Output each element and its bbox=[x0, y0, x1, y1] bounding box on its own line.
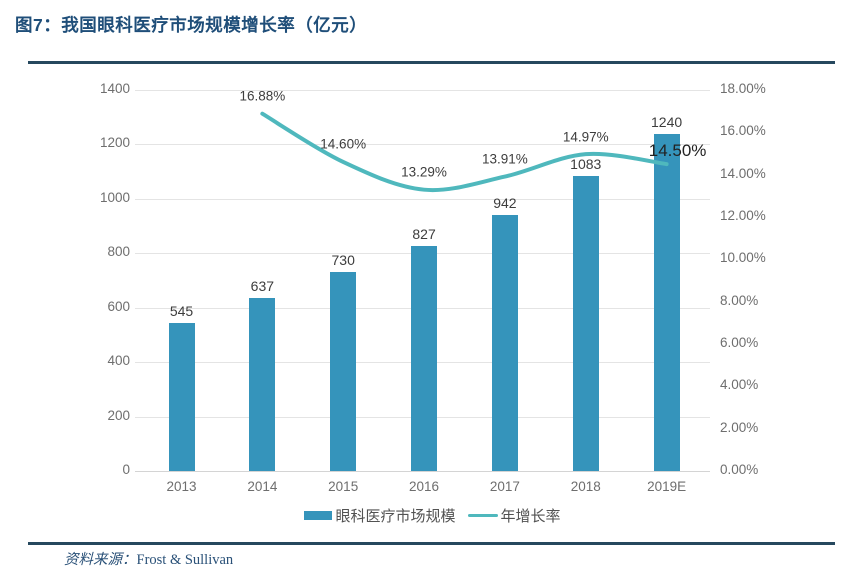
y-axis-tick-right: 4.00% bbox=[720, 377, 759, 393]
y-axis-tick-right: 16.00% bbox=[720, 123, 766, 139]
y-axis-tick-right: 18.00% bbox=[720, 81, 766, 96]
y-axis-tick-right: 12.00% bbox=[720, 208, 766, 223]
x-axis-label: 2016 bbox=[409, 479, 440, 494]
y-axis-tick-right: 2.00% bbox=[720, 419, 759, 435]
source-note: 资料来源：Frost & Sullivan bbox=[64, 548, 233, 569]
bar-value-label: 1083 bbox=[570, 156, 602, 173]
x-axis-label: 2017 bbox=[489, 479, 520, 494]
bar-value-label: 1240 bbox=[651, 113, 683, 130]
top-divider bbox=[28, 61, 835, 64]
bar-series-swatch bbox=[304, 511, 333, 520]
bar-value-label: 942 bbox=[493, 194, 517, 211]
y-axis-tick-left: 0 bbox=[122, 462, 130, 477]
gridline bbox=[135, 198, 710, 200]
x-axis-label: 2019E bbox=[647, 479, 687, 494]
bar-2019E bbox=[653, 133, 680, 471]
bar-2017 bbox=[491, 214, 518, 471]
y-axis-tick-right: 6.00% bbox=[720, 335, 759, 350]
bar-2015 bbox=[330, 272, 357, 471]
y-axis-tick-right: 10.00% bbox=[720, 250, 766, 266]
gridline bbox=[135, 144, 710, 146]
legend-item-market-size: 眼科医疗市场规模 bbox=[304, 505, 456, 526]
y-axis-tick-left: 1000 bbox=[99, 189, 130, 205]
x-axis-label: 2015 bbox=[328, 479, 359, 494]
growth-rate-label: 13.91% bbox=[481, 151, 528, 167]
growth-rate-label-highlight: 14.50% bbox=[648, 141, 707, 161]
bar-value-label: 730 bbox=[331, 252, 355, 269]
x-axis-label: 2013 bbox=[166, 479, 197, 494]
y-axis-tick-left: 200 bbox=[107, 407, 130, 423]
bar-2018 bbox=[572, 176, 599, 471]
source-value: Frost & Sullivan bbox=[136, 552, 234, 568]
bottom-divider bbox=[28, 542, 835, 545]
bar-2016 bbox=[411, 245, 438, 471]
legend-label: 年增长率 bbox=[500, 508, 561, 525]
y-axis-tick-left: 800 bbox=[107, 244, 130, 260]
growth-rate-label: 16.88% bbox=[239, 88, 286, 104]
gridline bbox=[135, 471, 710, 472]
figure-title: 图7：我国眼科医疗市场规模增长率（亿元） bbox=[15, 15, 368, 35]
y-axis-tick-right: 8.00% bbox=[720, 292, 759, 308]
x-axis-label: 2014 bbox=[247, 479, 278, 494]
y-axis-tick-left: 400 bbox=[107, 353, 130, 369]
gridline bbox=[135, 90, 710, 91]
bar-2013 bbox=[168, 322, 195, 471]
y-axis-tick-right: 0.00% bbox=[720, 462, 759, 477]
bar-value-label: 545 bbox=[169, 302, 194, 319]
line-series-swatch bbox=[467, 513, 498, 518]
y-axis-tick-left: 1400 bbox=[99, 81, 130, 96]
y-axis-tick-left: 600 bbox=[107, 298, 130, 314]
growth-rate-label: 14.60% bbox=[320, 136, 367, 152]
growth-rate-label: 13.29% bbox=[401, 164, 447, 180]
legend-item-growth-rate: 年增长率 bbox=[467, 505, 561, 526]
y-axis-tick-right: 14.00% bbox=[720, 165, 766, 181]
bar-2014 bbox=[249, 297, 276, 471]
chart-legend: 眼科医疗市场规模 年增长率 bbox=[0, 505, 865, 526]
growth-rate-label: 14.97% bbox=[562, 129, 609, 145]
x-axis-label: 2018 bbox=[570, 479, 601, 494]
y-axis-tick-left: 1200 bbox=[99, 135, 130, 151]
bar-value-label: 637 bbox=[250, 277, 275, 294]
source-label: 资料来源： bbox=[64, 552, 137, 568]
bar-value-label: 827 bbox=[412, 225, 436, 242]
legend-label: 眼科医疗市场规模 bbox=[335, 508, 456, 525]
